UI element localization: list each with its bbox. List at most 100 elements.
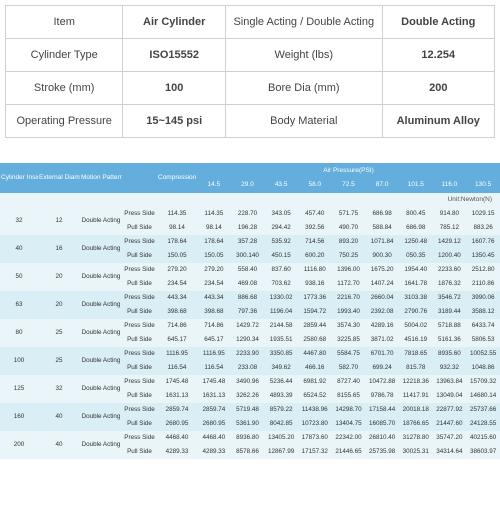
psi-header: 43.5 <box>264 178 298 193</box>
cell-area: 2680.95 <box>157 417 197 431</box>
cell-value: 5806.53 <box>466 333 500 347</box>
cell-value: 703.62 <box>264 277 298 291</box>
cell-motion: Double Acting <box>80 207 122 235</box>
cell-value: 5718.88 <box>433 319 467 333</box>
cell-value: 357.28 <box>231 235 265 249</box>
psi-header: 116.0 <box>433 178 467 193</box>
cell-value: 815.78 <box>399 361 433 375</box>
cell-value: 13963.84 <box>433 375 467 389</box>
cell-motion: Double Acting <box>80 403 122 431</box>
cell-value: 3350.85 <box>264 347 298 361</box>
cell-value: 1935.51 <box>264 333 298 347</box>
cell-value: 26810.40 <box>365 431 399 445</box>
cell-value: 1954.40 <box>399 263 433 277</box>
cell-value: 398.68 <box>197 305 231 319</box>
cell-value: 8578.66 <box>231 445 265 459</box>
cell-value: 234.54 <box>197 277 231 291</box>
cell-value: 2512.80 <box>466 263 500 277</box>
cell-value: 2144.58 <box>264 319 298 333</box>
cell-value: 582.70 <box>332 361 366 375</box>
cell-value: 196.28 <box>231 221 265 235</box>
cell-value: 571.75 <box>332 207 366 221</box>
cell-value: 8579.22 <box>264 403 298 417</box>
cell-dia: 160 <box>0 403 38 431</box>
cell-rod: 16 <box>38 235 80 263</box>
cell-value: 13405.20 <box>264 431 298 445</box>
cell-value: 3189.44 <box>433 305 467 319</box>
cell-motion: Double Acting <box>80 431 122 459</box>
spec-value-2: 12.254 <box>382 39 494 72</box>
cell-area: 98.14 <box>157 221 197 235</box>
cell-value: 3588.12 <box>466 305 500 319</box>
cell-value: 1876.32 <box>433 277 467 291</box>
cell-value: 1594.72 <box>298 305 332 319</box>
cell-value: 1048.86 <box>466 361 500 375</box>
cell-side: Pull Side <box>122 445 157 459</box>
cell-value: 558.40 <box>231 263 265 277</box>
cell-value: 2580.68 <box>298 333 332 347</box>
cell-area: 116.54 <box>157 361 197 375</box>
cell-value: 4467.80 <box>298 347 332 361</box>
cell-rod: 20 <box>38 263 80 291</box>
cell-side: Pull Side <box>122 249 157 263</box>
spec-label-2: Body Material <box>226 105 382 138</box>
cell-side: Pull Side <box>122 305 157 319</box>
col-cylinder: Cylinder Inside Diameter <box>0 163 38 193</box>
cell-side: Press Side <box>122 403 157 417</box>
cell-side: Press Side <box>122 375 157 389</box>
cell-value: 8042.85 <box>264 417 298 431</box>
cell-value: 1350.45 <box>466 249 500 263</box>
cell-side: Pull Side <box>122 221 157 235</box>
cell-value: 12867.99 <box>264 445 298 459</box>
cell-area: 114.35 <box>157 207 197 221</box>
cell-value: 3262.26 <box>231 389 265 403</box>
cell-value: 21446.65 <box>332 445 366 459</box>
cell-side: Press Side <box>122 431 157 445</box>
cell-area: 4468.40 <box>157 431 197 445</box>
cell-value: 2790.76 <box>399 305 433 319</box>
psi-header: 58.0 <box>298 178 332 193</box>
cell-value: 30025.31 <box>399 445 433 459</box>
cell-value: 11417.91 <box>399 389 433 403</box>
cell-value: 914.80 <box>433 207 467 221</box>
cell-value: 31278.80 <box>399 431 433 445</box>
cell-value: 457.40 <box>298 207 332 221</box>
cell-value: 5719.48 <box>231 403 265 417</box>
spec-value-1: ISO15552 <box>123 39 226 72</box>
force-table: Unit:Newton(N) Cylinder Inside Diameter … <box>0 163 500 459</box>
cell-value: 17158.44 <box>365 403 399 417</box>
cell-value: 900.30 <box>365 249 399 263</box>
cell-value: 1396.00 <box>332 263 366 277</box>
cell-side: Pull Side <box>122 277 157 291</box>
cell-side: Pull Side <box>122 361 157 375</box>
cell-side: Press Side <box>122 319 157 333</box>
cell-value: 1745.48 <box>197 375 231 389</box>
cell-value: 2216.70 <box>332 291 366 305</box>
cell-value: 800.45 <box>399 207 433 221</box>
cell-dia: 50 <box>0 263 38 291</box>
cell-rod: 12 <box>38 207 80 235</box>
cell-side: Pull Side <box>122 333 157 347</box>
cell-value: 1116.80 <box>298 263 332 277</box>
cell-value: 343.05 <box>264 207 298 221</box>
cell-value: 10052.55 <box>466 347 500 361</box>
cell-value: 5161.36 <box>433 333 467 347</box>
cell-value: 1407.24 <box>365 277 399 291</box>
cell-area: 1116.95 <box>157 347 197 361</box>
cell-area: 714.86 <box>157 319 197 333</box>
spec-label: Item <box>6 6 123 39</box>
cell-value: 6701.70 <box>365 347 399 361</box>
cell-value: 16085.70 <box>365 417 399 431</box>
psi-header: 130.5 <box>466 178 500 193</box>
cell-value: 3546.72 <box>433 291 467 305</box>
cell-dia: 125 <box>0 375 38 403</box>
cell-motion: Double Acting <box>80 263 122 291</box>
cell-value: 1250.48 <box>399 235 433 249</box>
cell-value: 8727.40 <box>332 375 366 389</box>
cell-value: 6981.92 <box>298 375 332 389</box>
cell-value: 490.70 <box>332 221 366 235</box>
cell-value: 686.98 <box>399 221 433 235</box>
spec-label: Operating Pressure <box>6 105 123 138</box>
cell-area: 234.54 <box>157 277 197 291</box>
cell-value: 837.60 <box>264 263 298 277</box>
